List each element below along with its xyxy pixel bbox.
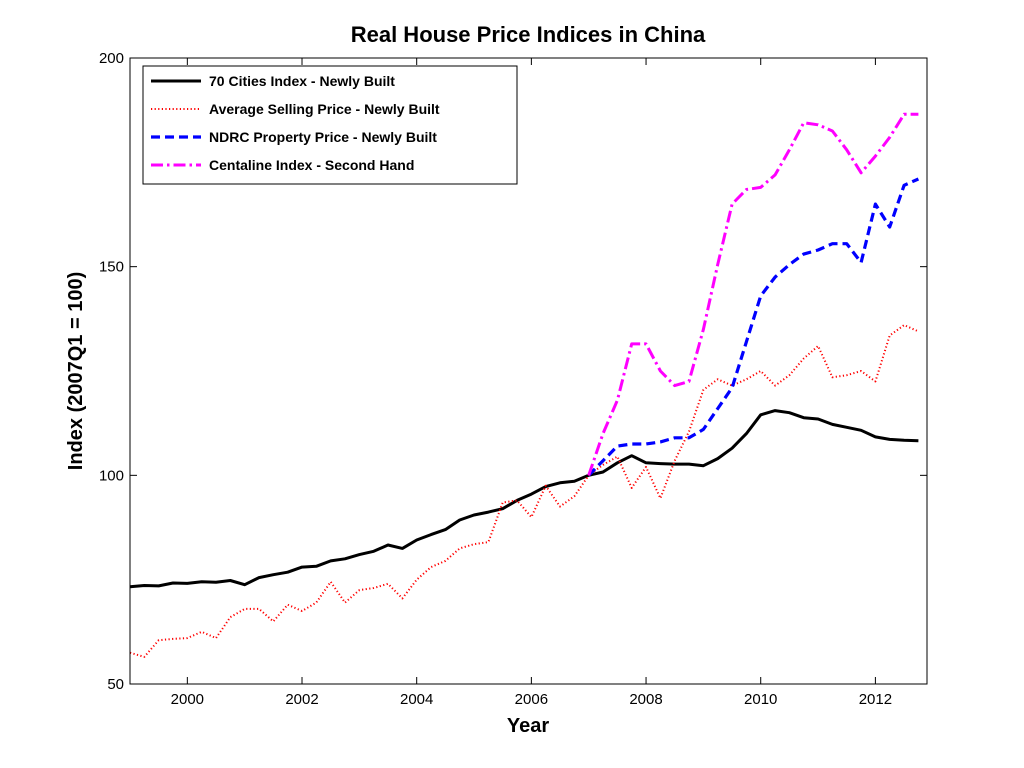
y-tick-label: 50 (107, 676, 124, 693)
x-tick-label: 2008 (629, 691, 662, 708)
plot-frame (129, 57, 928, 685)
series-line-4 (587, 112, 919, 476)
y-axis-label: Index (2007Q1 = 100) (65, 272, 87, 470)
y-tick-label: 100 (99, 467, 124, 484)
x-tick-label: 2004 (400, 691, 433, 708)
legend-label: 70 Cities Index - Newly Built (209, 73, 395, 89)
chart-title: Real House Price Indices in China (351, 22, 706, 47)
x-tick-label: 2012 (859, 691, 892, 708)
series-line-3 (587, 177, 920, 477)
legend-label: NDRC Property Price - Newly Built (209, 129, 437, 145)
legend-label: Average Selling Price - Newly Built (209, 101, 440, 117)
legend: 70 Cities Index - Newly Built Average Sel… (142, 65, 518, 185)
x-tick-label: 2010 (744, 691, 777, 708)
x-axis-label: Year (507, 715, 549, 737)
series-line-1 (129, 409, 919, 589)
x-tick-label: 2002 (285, 691, 318, 708)
series-lines (129, 112, 920, 658)
y-tick-label: 150 (99, 259, 124, 276)
legend-box (142, 65, 518, 185)
legend-label: Centaline Index - Second Hand (209, 157, 414, 173)
x-tick-label: 2000 (171, 691, 204, 708)
y-tick-label: 200 (99, 50, 124, 67)
x-tick-label: 2006 (515, 691, 548, 708)
axis-ticks: 2000 2002 2004 2006 2008 2010 2012 50 100 150 200 (99, 50, 927, 708)
series-line-2 (129, 324, 919, 658)
